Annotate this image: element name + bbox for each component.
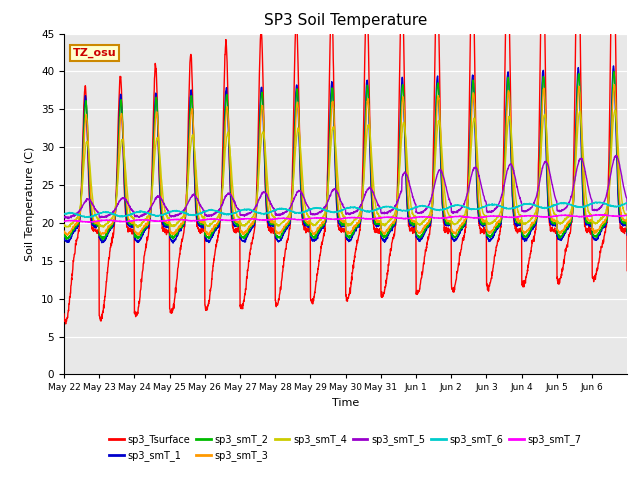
sp3_Tsurface xyxy=(60,311,68,317)
sp3_smT_6 xyxy=(81,215,88,220)
sp3_smT_5 xyxy=(547,177,555,182)
sp3_Tsurface xyxy=(238,304,246,310)
sp3_smT_5 xyxy=(238,213,246,218)
sp3_smT_2 xyxy=(99,237,106,243)
sp3_smT_7 xyxy=(616,213,623,219)
Y-axis label: Soil Temperature (C): Soil Temperature (C) xyxy=(26,147,35,261)
sp3_smT_1 xyxy=(238,238,246,243)
sp3_smT_1 xyxy=(60,235,68,241)
sp3_smT_4 xyxy=(547,196,555,202)
sp3_smT_4 xyxy=(616,170,623,176)
sp3_smT_1 xyxy=(610,63,618,69)
sp3_smT_1 xyxy=(616,215,623,220)
Legend: sp3_Tsurface, sp3_smT_1, sp3_smT_2, sp3_smT_3, sp3_smT_4, sp3_smT_5, sp3_smT_6, : sp3_Tsurface, sp3_smT_1, sp3_smT_2, sp3_… xyxy=(106,431,586,465)
sp3_smT_7 xyxy=(60,218,68,224)
sp3_smT_1 xyxy=(623,232,631,238)
sp3_smT_2 xyxy=(515,220,523,226)
sp3_smT_2 xyxy=(116,100,124,106)
sp3_smT_4 xyxy=(515,212,523,217)
sp3_smT_2 xyxy=(60,232,68,238)
sp3_Tsurface xyxy=(62,321,70,327)
sp3_smT_5 xyxy=(63,216,71,221)
Line: sp3_smT_4: sp3_smT_4 xyxy=(64,110,627,228)
sp3_smT_4 xyxy=(623,217,631,223)
sp3_smT_2 xyxy=(616,207,623,213)
sp3_smT_1 xyxy=(116,94,124,100)
Line: sp3_smT_5: sp3_smT_5 xyxy=(64,156,627,218)
sp3_smT_4 xyxy=(611,107,619,113)
sp3_smT_6 xyxy=(238,207,246,213)
sp3_smT_5 xyxy=(116,197,124,203)
sp3_smT_5 xyxy=(380,211,387,216)
sp3_smT_3 xyxy=(116,119,124,125)
sp3_smT_1 xyxy=(169,240,177,246)
Line: sp3_smT_7: sp3_smT_7 xyxy=(64,215,627,222)
sp3_smT_7 xyxy=(116,218,124,224)
sp3_Tsurface xyxy=(515,227,523,233)
sp3_Tsurface xyxy=(623,268,631,274)
sp3_smT_2 xyxy=(547,218,555,224)
sp3_smT_4 xyxy=(116,147,124,153)
sp3_smT_3 xyxy=(611,82,618,87)
sp3_Tsurface xyxy=(547,228,555,234)
sp3_smT_6 xyxy=(547,204,555,209)
Line: sp3_Tsurface: sp3_Tsurface xyxy=(64,0,627,324)
sp3_smT_3 xyxy=(238,230,246,236)
sp3_smT_7 xyxy=(85,219,93,225)
sp3_smT_3 xyxy=(205,233,212,239)
Line: sp3_smT_3: sp3_smT_3 xyxy=(64,84,627,236)
Text: TZ_osu: TZ_osu xyxy=(72,48,116,58)
sp3_smT_1 xyxy=(547,221,555,227)
sp3_smT_3 xyxy=(60,228,68,234)
sp3_Tsurface xyxy=(116,74,124,80)
sp3_smT_5 xyxy=(623,207,631,213)
sp3_smT_1 xyxy=(380,238,387,243)
sp3_smT_2 xyxy=(623,229,631,235)
sp3_smT_3 xyxy=(547,215,555,220)
sp3_smT_1 xyxy=(515,222,523,228)
sp3_smT_6 xyxy=(116,213,124,219)
sp3_smT_6 xyxy=(515,203,523,209)
sp3_smT_7 xyxy=(592,212,600,217)
sp3_smT_4 xyxy=(60,222,68,228)
sp3_smT_4 xyxy=(238,222,246,228)
sp3_smT_2 xyxy=(238,235,246,240)
sp3_smT_3 xyxy=(515,219,523,225)
sp3_smT_7 xyxy=(623,212,631,218)
sp3_Tsurface xyxy=(616,218,623,224)
sp3_Tsurface xyxy=(380,291,387,297)
sp3_smT_6 xyxy=(616,203,623,209)
sp3_smT_7 xyxy=(238,216,246,222)
sp3_smT_4 xyxy=(380,222,387,228)
sp3_smT_7 xyxy=(547,214,555,220)
sp3_smT_6 xyxy=(623,200,631,205)
sp3_smT_4 xyxy=(134,225,142,230)
sp3_smT_6 xyxy=(591,199,599,205)
sp3_smT_7 xyxy=(380,215,387,220)
sp3_smT_3 xyxy=(380,231,387,237)
sp3_smT_2 xyxy=(380,235,387,241)
Line: sp3_smT_6: sp3_smT_6 xyxy=(64,202,627,217)
sp3_smT_3 xyxy=(623,225,631,231)
sp3_smT_7 xyxy=(515,214,523,219)
sp3_smT_6 xyxy=(380,204,387,210)
X-axis label: Time: Time xyxy=(332,398,359,408)
Line: sp3_smT_1: sp3_smT_1 xyxy=(64,66,627,243)
sp3_smT_5 xyxy=(515,193,523,199)
sp3_smT_5 xyxy=(616,162,623,168)
sp3_smT_2 xyxy=(610,69,618,74)
Line: sp3_smT_2: sp3_smT_2 xyxy=(64,72,627,240)
sp3_smT_5 xyxy=(612,153,620,158)
sp3_smT_5 xyxy=(60,214,68,219)
sp3_smT_3 xyxy=(616,197,623,203)
sp3_smT_6 xyxy=(60,211,68,217)
Title: SP3 Soil Temperature: SP3 Soil Temperature xyxy=(264,13,428,28)
